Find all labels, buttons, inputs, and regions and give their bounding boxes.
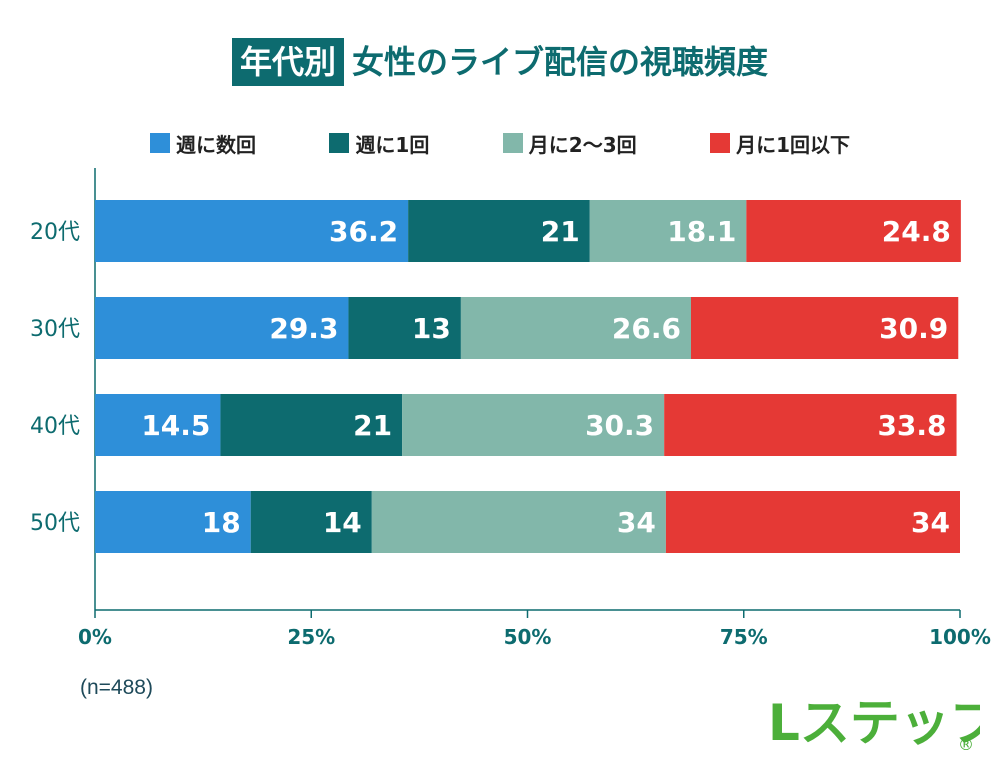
x-tick-label: 50% — [504, 625, 552, 649]
logo-text: Lステップ — [768, 694, 980, 752]
title-tag: 年代別 — [231, 38, 344, 86]
category-label: 50代 — [30, 511, 80, 536]
x-tick-label: 75% — [720, 625, 768, 649]
legend: 週に数回 週に1回 月に2〜3回 月に1回以下 — [150, 128, 850, 158]
legend-label: 週に1回 — [355, 132, 430, 157]
legend-label: 月に2〜3回 — [528, 132, 637, 157]
registered-mark: ® — [958, 735, 974, 754]
x-tick-label: 0% — [78, 625, 112, 649]
data-label: 36.2 — [329, 215, 398, 248]
bar-segment — [95, 297, 349, 359]
data-label: 33.8 — [877, 409, 946, 442]
bar-segment — [220, 394, 403, 456]
legend-item: 月に2〜3回 — [502, 129, 637, 158]
legend-swatch — [502, 133, 523, 153]
legend-swatch — [710, 133, 731, 153]
bar-segment — [664, 394, 957, 456]
data-label: 34 — [617, 506, 656, 539]
category-label: 40代 — [30, 414, 80, 439]
data-label: 30.9 — [879, 312, 948, 345]
legend-label: 週に数回 — [176, 132, 256, 157]
sample-size-note: (n=488) — [80, 676, 153, 699]
bar-segment — [408, 200, 590, 262]
data-label: 14.5 — [141, 409, 210, 442]
lstep-logo: Lステップ ® — [767, 693, 981, 755]
bar-segment — [402, 394, 665, 456]
title-main: 女性のライブ配信の視聴頻度 — [352, 43, 769, 81]
bar-segment — [690, 297, 959, 359]
x-tick-label: 25% — [287, 625, 335, 649]
category-label: 20代 — [30, 220, 80, 245]
x-tick-label: 100% — [929, 625, 991, 649]
data-label: 13 — [412, 312, 451, 345]
data-label: 30.3 — [585, 409, 654, 442]
data-label: 34 — [911, 506, 950, 539]
data-label: 18.1 — [667, 215, 736, 248]
legend-item: 週に1回 — [329, 129, 429, 158]
bar-segment — [95, 200, 409, 262]
bar-segment — [665, 491, 960, 553]
bar-segment — [371, 491, 666, 553]
data-label: 21 — [541, 215, 580, 248]
legend-item: 月に1回以下 — [710, 129, 850, 158]
legend-swatch — [150, 133, 170, 153]
data-label: 21 — [353, 409, 392, 442]
bar-segment — [95, 491, 251, 553]
data-label: 14 — [323, 506, 362, 539]
bar-segment — [250, 491, 372, 553]
chart-title: 年代別 女性のライブ配信の視聴頻度 — [0, 38, 1000, 86]
bar-segment — [746, 200, 961, 262]
legend-label: 月に1回以下 — [736, 132, 850, 157]
bar-segment — [460, 297, 691, 359]
data-label: 24.8 — [882, 215, 951, 248]
bar-segment — [95, 394, 221, 456]
data-label: 29.3 — [269, 312, 338, 345]
legend-item: 週に数回 — [150, 129, 256, 158]
data-label: 26.6 — [612, 312, 681, 345]
data-label: 18 — [202, 506, 241, 539]
legend-swatch — [329, 133, 350, 153]
bar-segment — [589, 200, 747, 262]
bar-segment — [348, 297, 461, 359]
category-label: 30代 — [30, 317, 80, 342]
